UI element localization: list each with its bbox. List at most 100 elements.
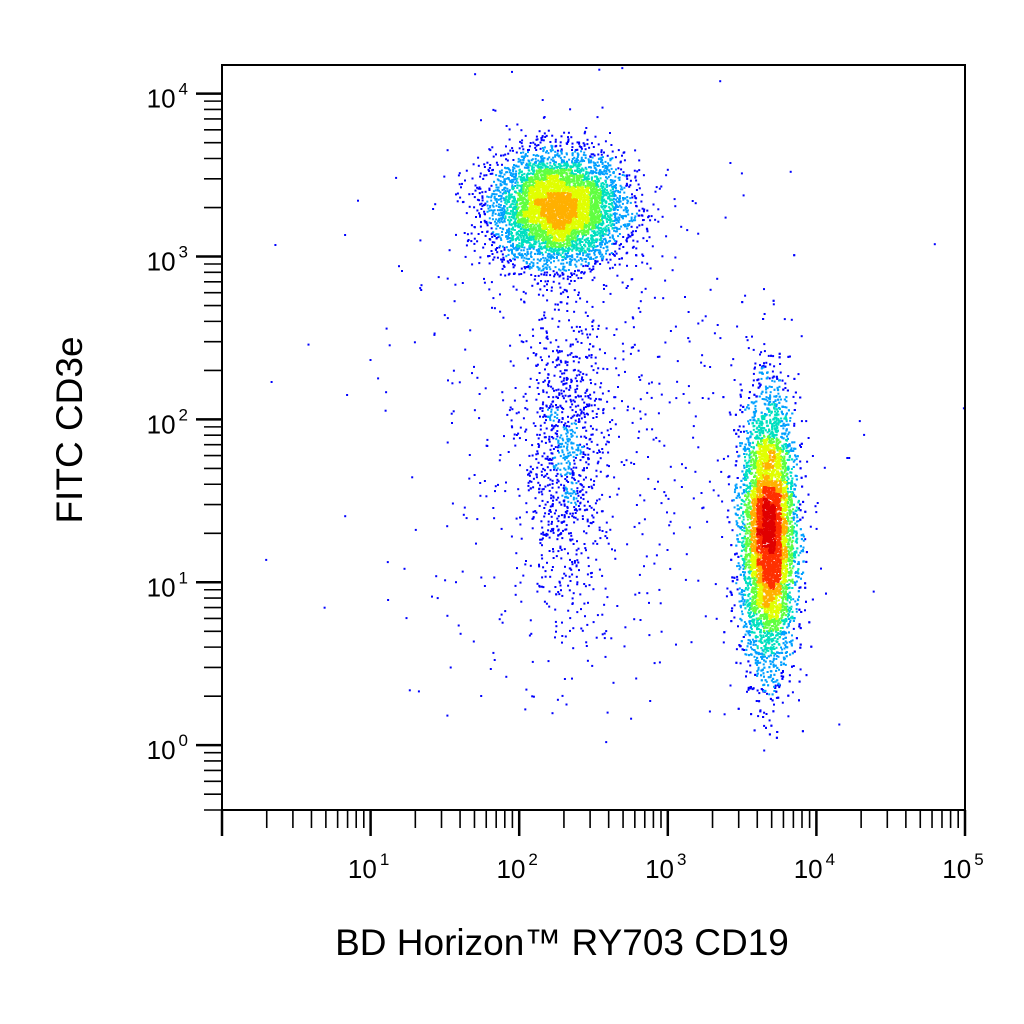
data-point: [447, 379, 449, 382]
data-point: [615, 367, 618, 370]
data-point: [638, 591, 641, 594]
data-point: [536, 582, 539, 585]
data-point: [479, 256, 482, 259]
data-point: [562, 262, 565, 265]
data-point: [500, 527, 503, 530]
data-point: [605, 228, 608, 231]
data-point: [417, 690, 420, 693]
data-point: [743, 600, 746, 603]
data-point: [556, 525, 559, 528]
data-point: [539, 141, 542, 144]
data-point: [569, 512, 572, 515]
data-point: [706, 520, 709, 523]
data-point: [772, 303, 775, 306]
data-point: [492, 193, 495, 196]
data-point: [561, 451, 564, 454]
data-point: [449, 666, 452, 669]
data-point: [638, 169, 641, 172]
data-point: [539, 415, 541, 418]
data-point: [649, 700, 652, 702]
data-point: [787, 355, 790, 358]
data-point: [552, 496, 555, 499]
data-point: [485, 222, 488, 225]
data-point: [488, 262, 491, 265]
data-point: [551, 505, 554, 508]
data-point: [540, 159, 543, 162]
data-point: [489, 238, 492, 241]
data-point: [642, 254, 645, 257]
data-point: [745, 469, 748, 472]
data-point: [735, 661, 738, 664]
data-point: [508, 272, 511, 275]
data-point: [511, 226, 514, 229]
data-point: [792, 536, 795, 539]
data-point: [795, 475, 798, 478]
data-point: [509, 406, 512, 409]
data-point: [555, 257, 558, 259]
data-point: [538, 563, 540, 566]
data-point: [542, 381, 545, 383]
data-point: [585, 443, 588, 446]
data-point: [541, 327, 544, 330]
data-point: [752, 372, 755, 375]
data-point: [547, 373, 550, 376]
data-point: [593, 244, 596, 247]
data-point: [793, 560, 796, 563]
data-point: [603, 603, 606, 606]
data-point: [762, 663, 765, 666]
data-point: [615, 252, 618, 255]
data-point: [579, 297, 582, 300]
data-point: [823, 466, 826, 469]
data-point: [560, 514, 563, 517]
data-point: [534, 146, 537, 149]
data-point: [613, 254, 616, 257]
data-point: [501, 621, 504, 624]
data-point: [605, 184, 608, 186]
data-point: [481, 199, 484, 202]
data-point: [520, 161, 523, 164]
data-point: [765, 388, 768, 391]
data-point: [552, 557, 555, 559]
data-point: [782, 670, 784, 672]
data-point: [560, 443, 563, 446]
data-point: [564, 369, 566, 372]
data-point: [605, 230, 608, 233]
data-point: [765, 391, 768, 394]
data-point: [583, 160, 586, 162]
data-point: [611, 150, 614, 153]
data-point: [492, 507, 495, 509]
data-point: [504, 199, 507, 202]
data-point: [561, 395, 564, 398]
data-point: [507, 235, 510, 238]
data-point: [786, 615, 789, 618]
data-point: [786, 479, 789, 482]
data-point: [515, 170, 518, 173]
data-point: [731, 580, 734, 583]
data-point: [522, 417, 525, 420]
data-point: [738, 600, 741, 603]
data-point: [603, 173, 606, 176]
data-point: [776, 655, 779, 658]
data-point: [798, 586, 801, 589]
data-point: [555, 481, 558, 484]
data-point: [858, 420, 861, 423]
data-point: [527, 484, 530, 487]
data-point: [498, 203, 500, 206]
data-point: [492, 168, 494, 171]
data-point: [511, 250, 513, 253]
data-point: [763, 659, 766, 662]
data-point: [664, 279, 667, 282]
data-point: [573, 161, 576, 164]
data-point: [630, 717, 633, 720]
data-point: [605, 327, 608, 330]
data-point: [775, 736, 778, 739]
data-point: [736, 578, 739, 581]
data-point: [542, 256, 545, 259]
data-point: [546, 415, 549, 418]
data-point: [635, 189, 638, 191]
data-point: [495, 237, 498, 239]
data-point: [765, 713, 768, 715]
data-point: [509, 344, 512, 347]
data-point: [557, 351, 560, 354]
data-point: [750, 631, 753, 634]
